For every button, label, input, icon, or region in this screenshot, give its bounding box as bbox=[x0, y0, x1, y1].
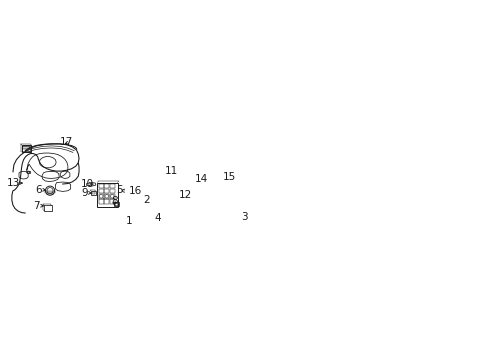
Bar bbox=[99, 189, 103, 193]
Text: 7: 7 bbox=[33, 201, 40, 211]
Bar bbox=[97, 183, 118, 207]
Bar bbox=[104, 199, 109, 204]
Bar bbox=[104, 184, 109, 188]
Bar bbox=[104, 194, 109, 199]
Bar bbox=[104, 189, 109, 193]
Text: 8: 8 bbox=[111, 196, 117, 206]
Bar bbox=[240, 206, 243, 207]
Bar bbox=[22, 146, 30, 151]
Bar bbox=[110, 189, 115, 193]
Bar bbox=[44, 206, 51, 211]
Text: 13: 13 bbox=[7, 178, 20, 188]
Bar bbox=[192, 195, 200, 201]
Text: 11: 11 bbox=[164, 166, 178, 176]
Bar bbox=[21, 145, 31, 152]
Bar bbox=[194, 183, 211, 194]
Bar bbox=[99, 194, 103, 199]
Text: 5: 5 bbox=[116, 185, 122, 195]
Text: 17: 17 bbox=[60, 138, 73, 147]
Text: 9: 9 bbox=[81, 188, 88, 198]
Text: 10: 10 bbox=[81, 179, 94, 189]
Text: 14: 14 bbox=[195, 174, 208, 184]
Text: 1: 1 bbox=[125, 216, 132, 226]
Text: 3: 3 bbox=[241, 212, 247, 222]
Bar bbox=[92, 192, 95, 194]
Text: 16: 16 bbox=[129, 186, 142, 197]
Bar bbox=[110, 199, 115, 204]
Text: 15: 15 bbox=[223, 172, 236, 183]
Bar bbox=[133, 172, 244, 221]
Text: 2: 2 bbox=[143, 195, 150, 205]
Bar bbox=[27, 171, 30, 174]
Bar bbox=[110, 194, 115, 199]
Bar bbox=[99, 184, 103, 188]
Bar bbox=[220, 182, 238, 196]
Bar bbox=[113, 202, 119, 206]
Text: 12: 12 bbox=[179, 190, 192, 200]
Text: 4: 4 bbox=[154, 213, 161, 223]
Text: 6: 6 bbox=[35, 185, 41, 195]
Bar bbox=[193, 190, 194, 192]
Bar bbox=[99, 199, 103, 204]
Bar bbox=[91, 191, 96, 195]
Bar bbox=[110, 184, 115, 188]
Bar bbox=[193, 184, 194, 186]
